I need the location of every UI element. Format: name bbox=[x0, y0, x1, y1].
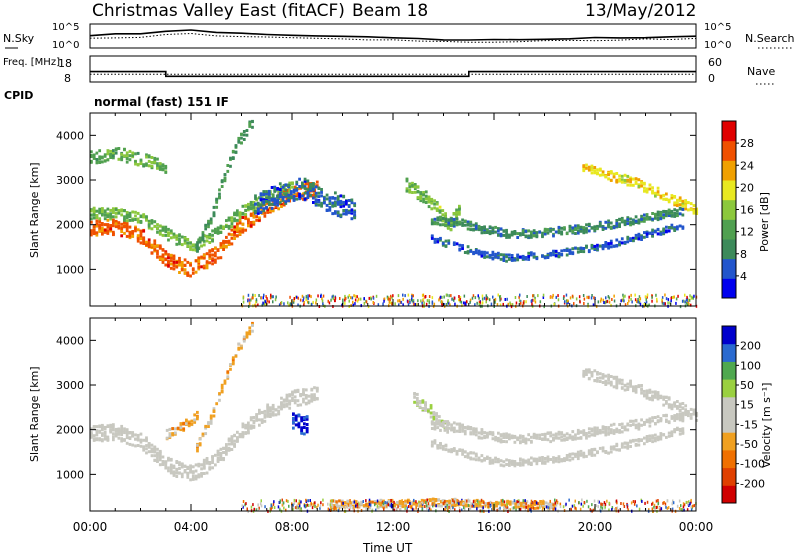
band-2 bbox=[165, 410, 199, 441]
velocity-colorbar-label: Velocity [m s⁻¹] bbox=[760, 383, 773, 468]
colorbar-segment bbox=[722, 219, 736, 240]
colorbar-tick: 20 bbox=[740, 181, 754, 194]
beam-label: Beam 18 bbox=[352, 1, 428, 21]
ytick-label: 1000 bbox=[56, 468, 84, 481]
date-label: 13/May/2012 bbox=[585, 1, 697, 21]
band-3 bbox=[292, 412, 309, 436]
velocity-panel: 4000 3000 2000 1000 00:00 04:00 08:00 12:00 16:0… bbox=[28, 317, 773, 554]
colorbar-segment bbox=[722, 343, 736, 362]
noise-series-0 bbox=[89, 29, 697, 41]
band-2 bbox=[90, 147, 168, 174]
colorbar-segment bbox=[722, 199, 736, 220]
colorbar-tick: 12 bbox=[740, 226, 754, 239]
xtick-label: 04:00 bbox=[174, 520, 209, 534]
colorbar-tick: -100 bbox=[740, 458, 765, 471]
power-ylabel: Slant Range [km] bbox=[28, 162, 41, 258]
colorbar-tick: -15 bbox=[740, 418, 758, 431]
xtick-label: 16:00 bbox=[477, 520, 512, 534]
colorbar-segment bbox=[722, 414, 736, 433]
colorbar-tick: 24 bbox=[740, 159, 754, 172]
colorbar-tick: 100 bbox=[740, 359, 761, 372]
nave-tick-bottom: 0 bbox=[708, 72, 715, 85]
colorbar-tick: -200 bbox=[740, 477, 765, 490]
ytick-label: 2000 bbox=[56, 424, 84, 437]
colorbar-segment bbox=[722, 278, 736, 299]
colorbar-segment bbox=[722, 239, 736, 260]
noise-left-tick-top: 10^5 bbox=[52, 22, 79, 33]
freq-tick-top: 18 bbox=[58, 57, 72, 70]
band-4 bbox=[254, 177, 357, 221]
xtick-label: 00:00 bbox=[679, 520, 714, 534]
figure-title: Christmas Valley East (fitACF) bbox=[92, 1, 345, 21]
noise-right-label: N.Search bbox=[745, 32, 795, 45]
colorbar-segment bbox=[722, 140, 736, 161]
colorbar-tick: 4 bbox=[740, 270, 747, 283]
xtick-label: 20:00 bbox=[578, 520, 613, 534]
colorbar-segment bbox=[722, 258, 736, 279]
ytick-label: 4000 bbox=[56, 334, 84, 347]
ytick-label: 3000 bbox=[56, 379, 84, 392]
band-5 bbox=[430, 411, 685, 445]
noise-right-tick-top: 10^5 bbox=[704, 22, 731, 33]
band-1 bbox=[196, 321, 254, 453]
ytick-label: 1000 bbox=[56, 263, 84, 276]
colorbar-segment bbox=[722, 396, 736, 415]
noise-left-tick-bottom: 10^0 bbox=[52, 40, 79, 51]
nave-label: Nave bbox=[747, 65, 775, 78]
band-6 bbox=[430, 206, 685, 240]
near-range-scatter bbox=[241, 293, 698, 309]
noise-series-1 bbox=[89, 32, 697, 43]
colorbar-tick: 28 bbox=[740, 137, 754, 150]
colorbar-segment bbox=[722, 326, 736, 345]
xaxis-label: Time UT bbox=[362, 541, 413, 554]
colorbar-segment bbox=[722, 449, 736, 469]
colorbar-segment bbox=[722, 361, 736, 380]
freq-tick-bottom: 8 bbox=[64, 72, 71, 85]
nave-tick-top: 60 bbox=[708, 56, 722, 69]
band-3 bbox=[196, 119, 254, 253]
band-6 bbox=[430, 426, 685, 468]
ytick-label: 4000 bbox=[56, 129, 84, 142]
colorbar-segment bbox=[722, 467, 736, 486]
band-8 bbox=[582, 163, 699, 215]
noise-left-label: N.Sky bbox=[3, 32, 35, 45]
colorbar-segment bbox=[722, 180, 736, 201]
colorbar-tick: 200 bbox=[740, 340, 761, 353]
power-panel: normal (fast) 151 IF 4000 3000 2000 1000 Sl… bbox=[28, 95, 771, 309]
band-7 bbox=[430, 223, 685, 263]
ytick-label: 2000 bbox=[56, 219, 84, 232]
xtick-label: 00:00 bbox=[73, 520, 108, 534]
band-7 bbox=[582, 368, 699, 422]
xtick-label: 12:00 bbox=[376, 520, 411, 534]
colorbar-tick: 50 bbox=[740, 379, 754, 392]
colorbar-tick: 16 bbox=[740, 204, 754, 217]
colorbar-tick: 8 bbox=[740, 248, 747, 261]
colorbar-tick: 15 bbox=[740, 399, 754, 412]
colorbar-tick: -50 bbox=[740, 438, 758, 451]
power-colorbar-label: Power [dB] bbox=[758, 192, 771, 252]
ytick-label: 3000 bbox=[56, 174, 84, 187]
xtick-label: 08:00 bbox=[275, 520, 310, 534]
colorbar-segment bbox=[722, 485, 736, 504]
colorbar-segment bbox=[722, 121, 736, 142]
colorbar-segment bbox=[722, 379, 736, 398]
colorbar-segment bbox=[722, 160, 736, 181]
freq-series-0 bbox=[90, 70, 696, 78]
band-0 bbox=[90, 386, 319, 482]
cpid-label: CPID bbox=[4, 89, 33, 102]
frequency-panel: Freq. [MHz] 18 8 60 0 Nave CPID bbox=[3, 55, 775, 102]
freq-label: Freq. [MHz] bbox=[3, 57, 60, 68]
noise-panel: N.Sky 10^5 10^0 10^5 10^0 N.Search bbox=[3, 22, 795, 51]
colorbar-segment bbox=[722, 432, 736, 451]
velocity-ylabel: Slant Range [km] bbox=[28, 366, 41, 462]
noise-right-tick-bottom: 10^0 bbox=[704, 40, 731, 51]
cpid-text: normal (fast) 151 IF bbox=[94, 95, 229, 109]
